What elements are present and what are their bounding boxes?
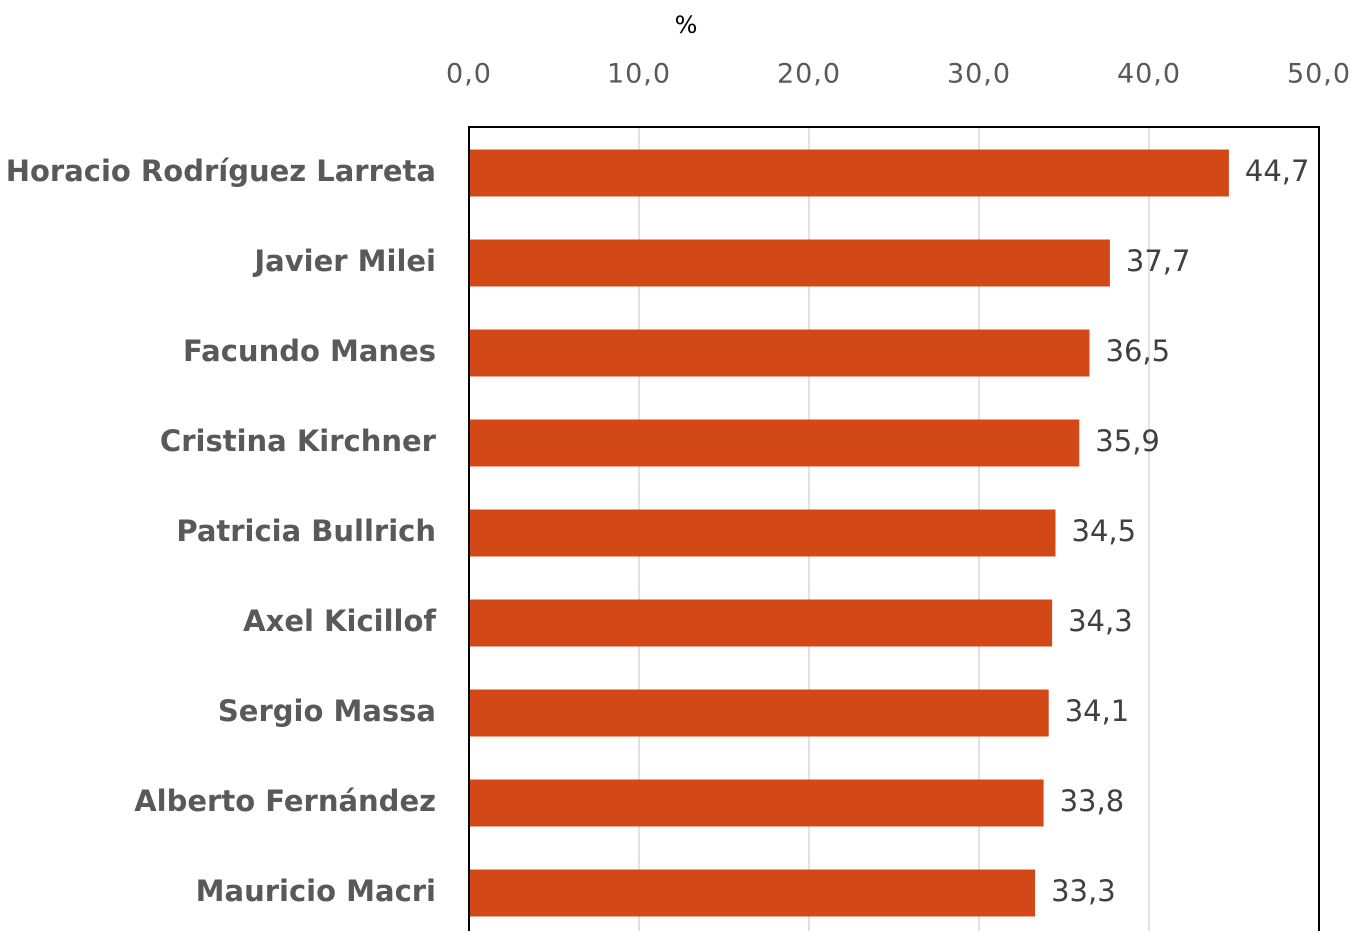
bar — [469, 689, 1049, 737]
y-tick-label: Javier Milei — [252, 244, 436, 278]
data-label: 35,9 — [1095, 424, 1160, 458]
y-tick-label: Mauricio Macri — [196, 874, 436, 908]
data-label: 33,8 — [1060, 784, 1125, 818]
bar — [469, 779, 1044, 827]
data-label: 36,5 — [1106, 334, 1171, 368]
bar — [469, 419, 1080, 467]
x-tick-label: 50,0 — [1287, 59, 1351, 90]
x-tick-label: 20,0 — [777, 59, 841, 90]
x-tick-label: 0,0 — [446, 59, 492, 90]
bar — [469, 329, 1090, 377]
y-tick-label: Alberto Fernández — [134, 784, 436, 818]
plot-frame — [468, 126, 1320, 931]
y-tick-label: Sergio Massa — [218, 694, 436, 728]
bar — [469, 869, 1036, 917]
y-tick-label: Patricia Bullrich — [176, 514, 436, 548]
y-tick-label: Axel Kicillof — [243, 604, 436, 638]
x-tick-label: 40,0 — [1117, 59, 1181, 90]
data-label: 34,1 — [1065, 694, 1130, 728]
x-axis-label: % — [675, 11, 698, 39]
bar — [469, 599, 1053, 647]
y-tick-label: Horacio Rodríguez Larreta — [6, 154, 436, 188]
data-label: 34,3 — [1068, 604, 1133, 638]
data-label: 34,5 — [1072, 514, 1137, 548]
bar — [469, 239, 1110, 287]
x-tick-label: 10,0 — [607, 59, 671, 90]
y-tick-label: Cristina Kirchner — [160, 424, 437, 458]
bar — [469, 149, 1229, 197]
x-tick-label: 30,0 — [947, 59, 1011, 90]
bar — [469, 509, 1056, 557]
data-label: 33,3 — [1051, 874, 1116, 908]
data-label: 44,7 — [1245, 154, 1310, 188]
y-tick-label: Facundo Manes — [183, 334, 436, 368]
data-label: 37,7 — [1126, 244, 1191, 278]
